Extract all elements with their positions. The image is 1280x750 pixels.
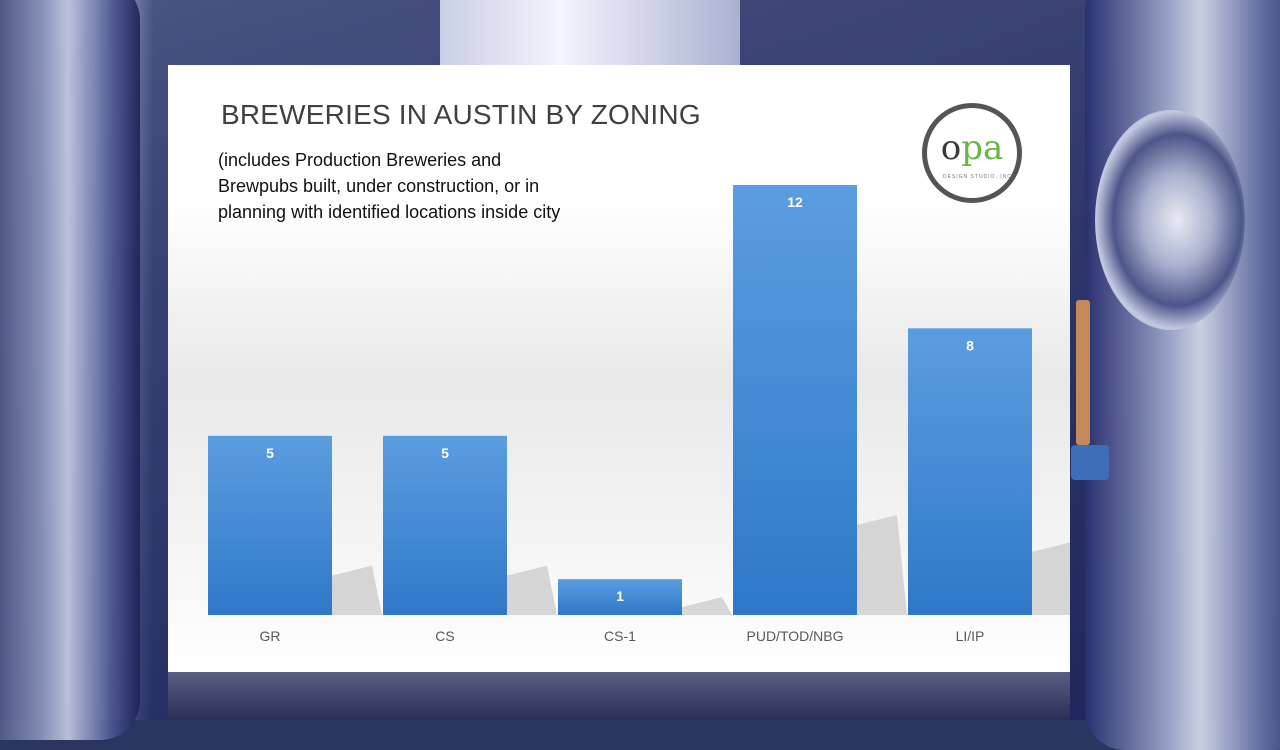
opa-logo: opa DESIGN STUDIO, INC. — [920, 99, 1023, 203]
subtitle-line-2: Brewpubs built, under construction, or i… — [218, 176, 540, 196]
bar-shadows — [332, 515, 1070, 615]
mallet-handle-photo — [1076, 300, 1090, 445]
subtitle-line-1: (includes Production Breweries and — [218, 150, 502, 170]
data-label-1: 5 — [441, 445, 449, 461]
category-label-4: LI/IP — [956, 628, 985, 644]
tank-porthole-photo — [1095, 110, 1245, 330]
logo-tagline: DESIGN STUDIO, INC. — [943, 174, 1015, 180]
bar-shadow-4 — [1032, 542, 1070, 615]
logo-letter-o: o — [940, 128, 962, 168]
bars-group: 5 5 1 12 8 — [208, 185, 1032, 615]
bar-pud-tod-nbg — [733, 185, 857, 615]
data-label-0: 5 — [266, 445, 274, 461]
mallet-head-photo — [1071, 445, 1109, 480]
logo-ring: opa DESIGN STUDIO, INC. — [922, 103, 1022, 203]
bar-chart: 5 5 1 12 8 GR CS CS-1 PUD/TOD/NBG LI/IP — [208, 185, 1070, 644]
category-label-0: GR — [260, 628, 281, 644]
data-label-2: 1 — [616, 588, 624, 604]
data-label-4: 8 — [966, 337, 974, 353]
bar-gr — [208, 435, 332, 615]
subtitle-line-3: planning with identified locations insid… — [218, 202, 561, 222]
category-labels: GR CS CS-1 PUD/TOD/NBG LI/IP — [260, 628, 985, 644]
chart-title: BREWERIES IN AUSTIN BY ZONING — [221, 99, 701, 130]
left-tank-photo — [0, 0, 140, 740]
category-label-1: CS — [435, 628, 454, 644]
bar-shadow-3 — [857, 515, 907, 615]
chart-subtitle: (includes Production Breweries and Brewp… — [218, 147, 560, 225]
bar-li-ip — [908, 328, 1032, 615]
chart-panel: BREWERIES IN AUSTIN BY ZONING (includes … — [168, 65, 1070, 672]
bar-cs-1 — [558, 579, 682, 615]
category-label-3: PUD/TOD/NBG — [747, 628, 844, 644]
floor-photo — [168, 672, 1070, 720]
bar-shadow-2 — [682, 597, 732, 615]
skylight-photo — [440, 0, 740, 66]
bar-shadow-1 — [507, 565, 557, 615]
bar-shadow-0 — [332, 565, 382, 615]
bar-cs — [383, 435, 507, 615]
logo-letters-pa: pa — [961, 128, 1004, 168]
data-label-3: 12 — [787, 194, 803, 210]
category-label-2: CS-1 — [604, 628, 636, 644]
